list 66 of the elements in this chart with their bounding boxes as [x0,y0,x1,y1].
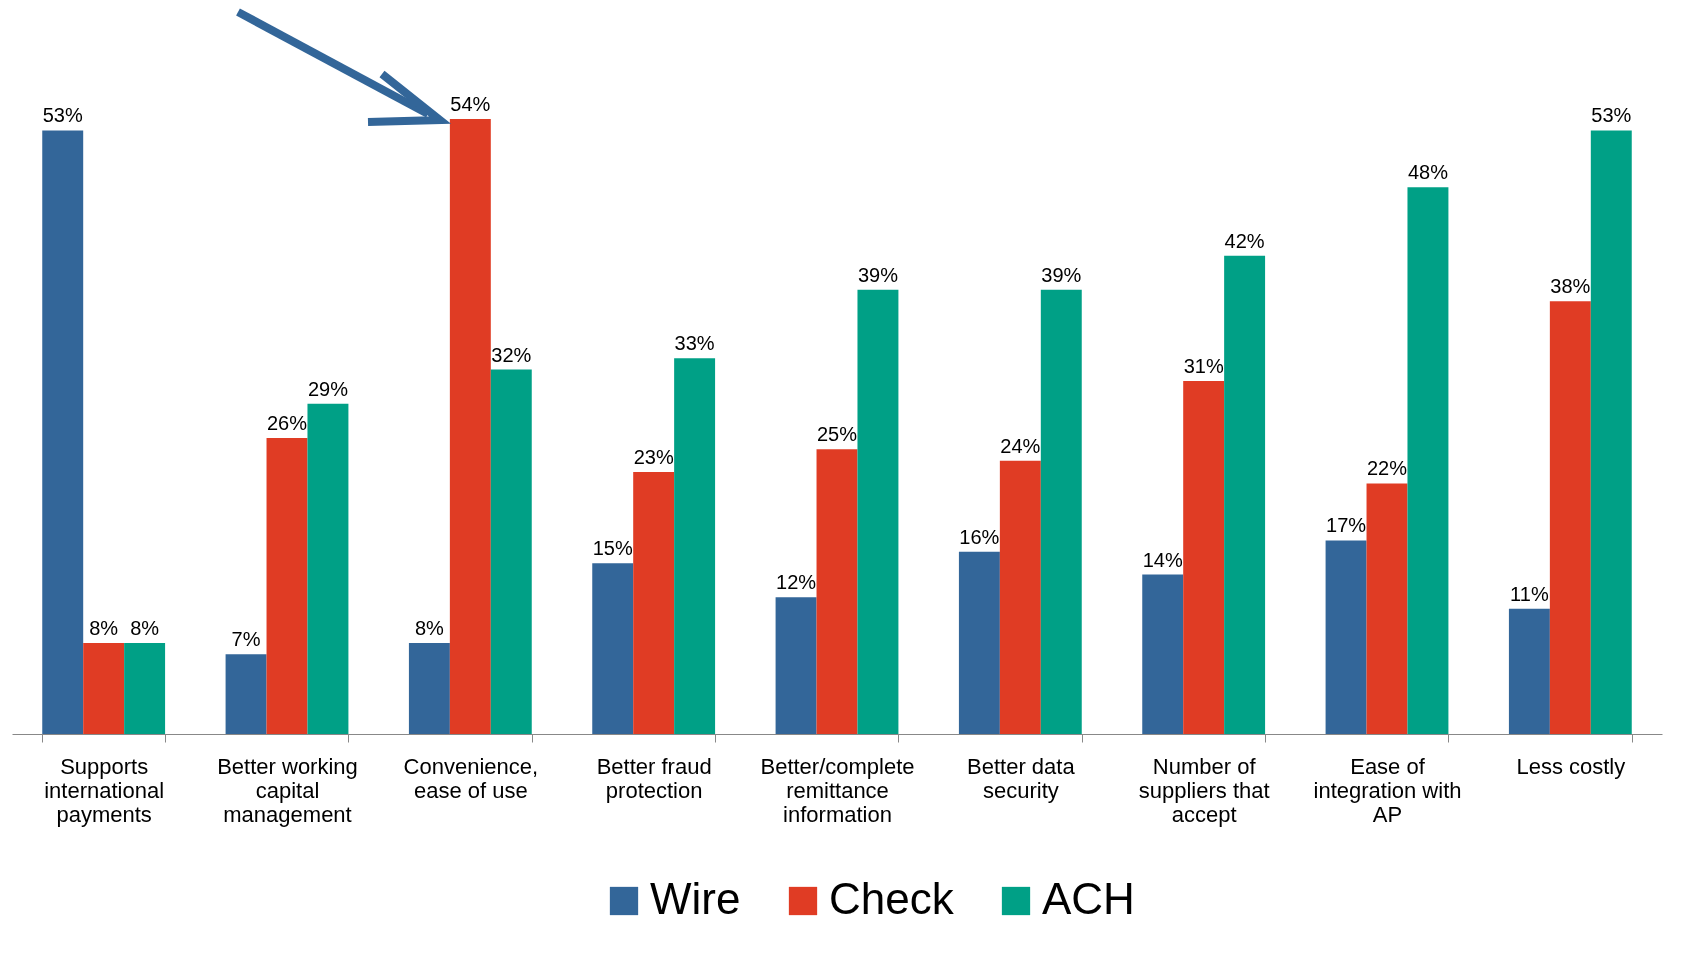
bar [1183,380,1225,734]
data-label: 42% [1224,229,1265,252]
x-tick-label: Better working capital management [217,753,358,827]
data-label: 11% [1510,582,1549,605]
bar [83,642,125,734]
data-label: 15% [592,537,633,560]
data-label: 38% [1550,275,1591,298]
bar [816,449,858,734]
data-label: 14% [1142,548,1183,571]
x-tick-label: Less costly [1516,753,1626,779]
data-label: 24% [1000,434,1041,457]
data-label: 32% [491,343,532,366]
bar [1590,130,1632,734]
bar [408,642,450,734]
bar [775,597,817,734]
data-label: 8% [414,616,445,639]
bar [42,130,84,734]
data-label: 53% [1591,104,1632,127]
bar [633,472,675,734]
x-tick-label: Better fraud protection [596,753,712,803]
data-label: 54% [450,93,491,115]
data-label: 53% [42,104,83,127]
bar [1224,255,1266,734]
x-tick-label: Better/complete remittance information [760,753,915,827]
x-tick-label: Convenience, ease of use [403,753,539,803]
data-label: 7% [231,628,261,651]
bar [592,563,634,734]
data-label: 39% [1041,263,1082,286]
bar [266,437,308,734]
data-label: 12% [776,571,817,594]
x-tick-label: Number of suppliers that accept [1138,753,1270,827]
legend-label: Check [829,874,955,923]
bar [225,654,267,734]
data-label: 48% [1407,161,1449,184]
bar [307,403,349,734]
x-tick-label: Better data security [967,753,1076,803]
bar [1366,483,1408,734]
bar [1040,289,1082,734]
bar [999,460,1041,734]
bar [857,289,899,734]
bar [490,369,532,734]
data-label: 25% [816,423,858,446]
bar [124,642,166,734]
data-label: 17% [1326,514,1367,537]
bar [1325,540,1367,734]
bar [958,551,1000,734]
data-label: 31% [1183,354,1224,377]
bar [1549,301,1591,734]
legend-label: ACH [1042,874,1135,923]
data-label: 39% [857,263,899,286]
x-tick-label: Ease of integration with AP [1313,753,1462,827]
data-label: 23% [633,446,674,469]
bar [449,119,491,734]
data-label: 26% [266,411,308,434]
data-label: 22% [1366,457,1408,480]
data-label: 16% [959,525,1000,548]
bar [674,358,716,734]
data-label: 8% [130,616,160,639]
data-label: 8% [89,616,119,639]
bar [1407,187,1449,734]
bar [1142,574,1184,734]
legend-label: Wire [650,874,741,923]
x-tick-label: Supports international payments [44,753,165,827]
bar [1508,608,1550,734]
data-label: 33% [674,332,715,355]
data-label: 29% [307,377,349,400]
